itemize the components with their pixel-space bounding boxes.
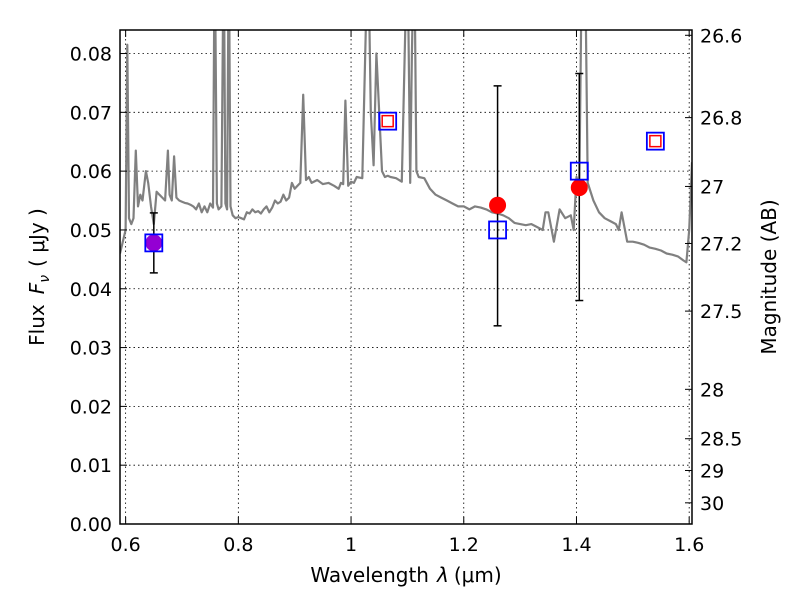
data-point-circle [570, 179, 588, 197]
x-axis-label: Wavelength λ (μm) [310, 563, 501, 587]
x-tick-label: 0.8 [223, 534, 253, 556]
y2-axis-label: Magnitude (AB) [757, 199, 781, 354]
x-tick-label: 1.4 [561, 534, 591, 556]
y2-tick-label: 26.8 [700, 108, 742, 130]
data-point-square [144, 233, 164, 253]
y-tick-label: 0.00 [70, 514, 112, 536]
y2-tick-label: 28.5 [700, 429, 742, 451]
y-tick-label: 0.08 [70, 44, 112, 66]
y2-tick-label: 27.5 [700, 301, 742, 323]
plot-frame [119, 29, 693, 525]
data-point-square [378, 111, 398, 131]
data-point-square [569, 161, 589, 181]
y-tick-label: 0.03 [70, 338, 112, 360]
y-axis-label: FluxFν( μJy ) [25, 208, 53, 346]
x-tick-label: 1.6 [674, 534, 704, 556]
x-tick-label: 1 [345, 534, 357, 556]
y-tick-label: 0.01 [70, 455, 112, 477]
data-point-square-inner [649, 134, 662, 148]
y2-tick-label: 28 [700, 379, 724, 401]
x-tick-label: 1.2 [449, 534, 479, 556]
x-tick-label: 0.6 [111, 534, 141, 556]
data-point-square [645, 131, 665, 151]
model-spectrum [120, 30, 692, 264]
axis-ticks: 0.6 0.8 1 1.2 1.4 1.6 0.00 0.01 0.02 0.03 0.04 0.05… [70, 25, 743, 556]
y-tick-label: 0.06 [70, 161, 112, 183]
y-tick-label: 0.04 [70, 279, 112, 301]
y2-tick-label: 26.6 [700, 25, 742, 47]
data-point-square [488, 220, 507, 240]
photometry-points [144, 72, 665, 327]
y2-tick-label: 29 [700, 460, 724, 482]
data-point-square-inner [381, 114, 394, 128]
y2-tick-label: 27.2 [700, 233, 742, 255]
data-point-circle [145, 234, 163, 252]
y-tick-label: 0.05 [70, 220, 112, 242]
data-point-circle [489, 196, 507, 214]
y-tick-label: 0.07 [70, 102, 112, 124]
spectrum-line [120, 30, 692, 264]
y2-tick-label: 27 [700, 176, 724, 198]
y2-tick-label: 30 [700, 493, 724, 515]
y-tick-label: 0.02 [70, 396, 112, 418]
